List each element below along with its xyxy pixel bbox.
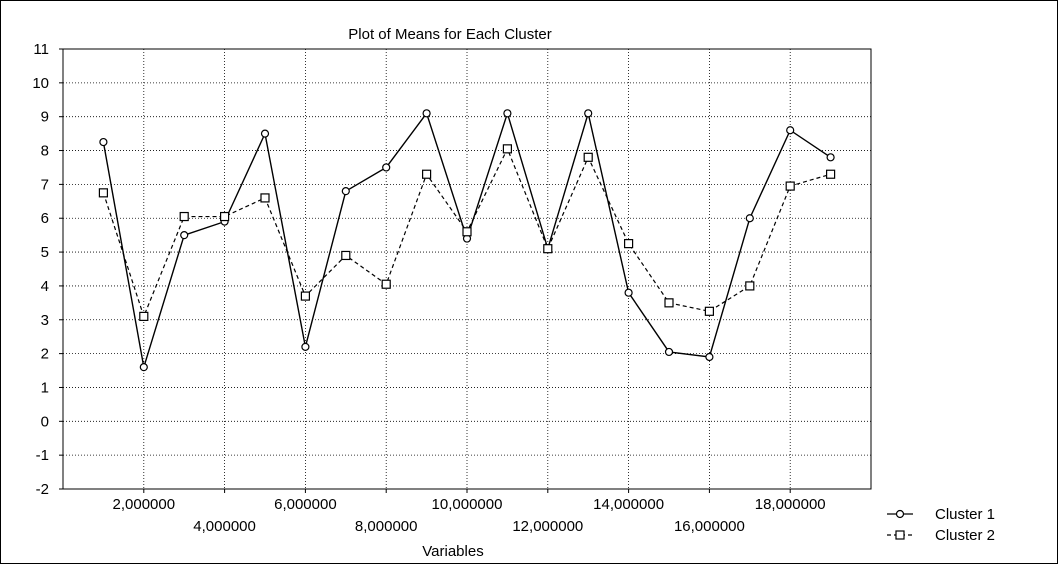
y-tick-label: 6 [41,210,49,227]
cluster-1-point [826,153,835,162]
cluster-1-point [422,109,431,118]
gridlines [63,49,871,489]
y-tick-label: 7 [41,176,49,193]
y-tick-label: 5 [41,244,49,261]
y-tick-label: 9 [41,109,49,126]
y-tick-label: -2 [36,481,49,498]
x-tick-label: 14,000000 [593,496,664,513]
cluster-1-point [180,231,189,240]
cluster-2-point [98,188,109,198]
y-tick-label: 8 [41,143,49,160]
y-tick-label: 2 [41,346,49,363]
legend-label-cluster-1: Cluster 1 [935,506,995,523]
legend: Cluster 1 Cluster 2 [887,506,995,544]
x-tick-label: 8,000000 [355,518,418,535]
legend-label-cluster-2: Cluster 2 [935,527,995,544]
cluster-2-point [381,279,391,289]
cluster-2-point [583,152,593,162]
cluster-1-point [139,363,148,372]
x-tick-label: 4,000000 [193,518,256,535]
series-markers [98,109,836,372]
x-axis-label: Variables [422,543,483,560]
legend-entry-cluster-1: Cluster 1 [887,506,995,523]
cluster-1-point [301,342,310,351]
cluster-2-point [179,211,189,222]
y-tick-label: 10 [32,75,49,92]
cluster-2-point [664,298,674,308]
cluster-2-point [543,244,553,254]
cluster-2-point [341,250,351,261]
cluster-1-point [260,129,270,138]
cluster-2-point [260,193,270,203]
legend-entry-cluster-2: Cluster 2 [887,527,995,544]
chart-title: Plot of Means for Each Cluster [348,26,551,43]
x-tick-label: 10,000000 [432,496,503,513]
cluster-1-point [624,288,633,297]
x-tick-label: 12,000000 [512,518,583,535]
cluster-1-point [341,187,350,196]
plot-border [62,48,872,490]
cluster-2-point [422,169,432,179]
x-tick-label: 6,000000 [274,496,337,513]
cluster-1-point [382,163,391,172]
cluster-2-point [300,291,310,301]
cluster-2-point [139,311,149,321]
cluster-1-point [786,126,795,135]
legend-circle-marker [895,509,905,519]
cluster-1-point [584,109,593,118]
x-tick-label: 2,000000 [113,496,176,513]
cluster-2-point [704,306,715,316]
cluster-2-point [745,281,755,291]
cluster-2-point [623,239,634,249]
x-tick-label: 16,000000 [674,518,745,535]
y-tick-label: 3 [41,312,49,329]
x-axis-ticks: 2,000000 4,000000 6,000000 8,000000 10,00000… [113,489,826,535]
cluster-2-point [825,169,836,179]
x-tick-label: 18,000000 [755,496,826,513]
cluster-2-point [220,211,230,222]
y-tick-label: 0 [41,413,49,430]
cluster-2-point [462,227,472,237]
cluster-1-point [503,109,512,118]
cluster-1-point [705,352,714,362]
y-axis-ticks: -2 -1 0 1 2 3 4 5 6 7 8 9 10 11 [32,41,63,498]
cluster-1-point [99,137,108,147]
y-tick-label: -1 [36,447,49,464]
cluster-1-point [745,214,754,223]
y-tick-label: 11 [33,41,49,58]
cluster-2-point [785,181,795,191]
y-tick-label: 1 [41,379,49,396]
y-tick-label: 4 [41,278,49,295]
cluster-2-point [502,144,512,154]
legend-square-marker [895,530,905,540]
cluster-1-point [664,347,674,357]
